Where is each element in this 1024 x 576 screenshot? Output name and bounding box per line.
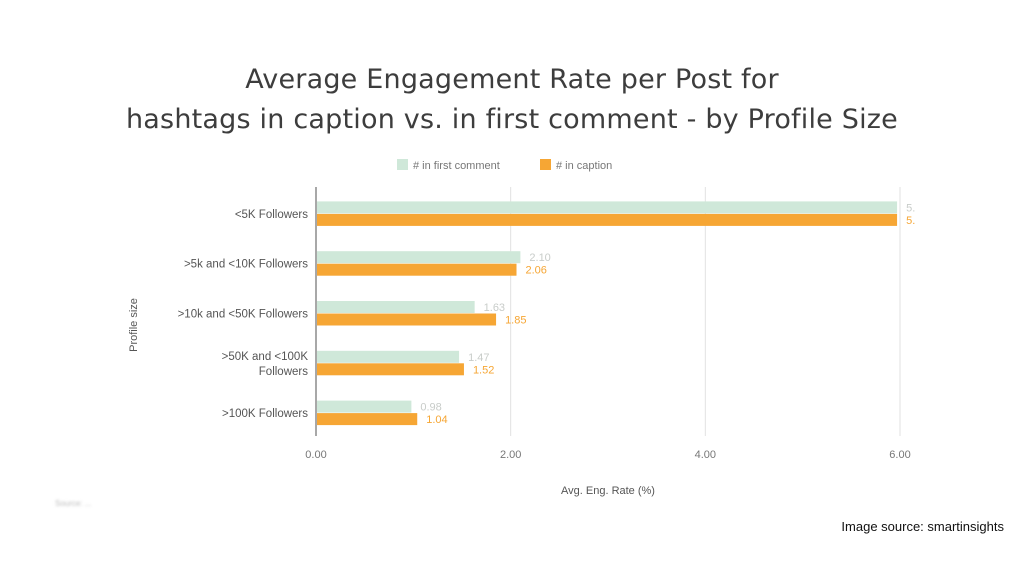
bar-first-comment <box>317 251 521 264</box>
footer-note: Source: ... <box>55 499 92 508</box>
bar-first-comment <box>317 400 412 413</box>
category-label: Followers <box>259 366 308 378</box>
bar-first-comment <box>317 201 898 214</box>
x-tick-label: 6.00 <box>889 449 910 461</box>
data-label: 5. <box>906 215 915 227</box>
data-label: 0.98 <box>420 402 441 414</box>
bar-caption <box>317 363 464 376</box>
category-label: >10k and <50K Followers <box>178 309 309 321</box>
bar-caption <box>317 313 497 326</box>
category-label: >5k and <10K Followers <box>184 259 308 271</box>
chart-title-line-2: hashtags in caption vs. in first comment… <box>126 104 898 135</box>
legend-label: # in first comment <box>413 160 500 172</box>
chart-title-line-1: Average Engagement Rate per Post for <box>245 64 779 95</box>
data-label: 5. <box>906 202 915 214</box>
bar-first-comment <box>317 301 475 313</box>
x-axis-title: Avg. Eng. Rate (%) <box>561 485 655 497</box>
legend-label: # in caption <box>556 160 612 172</box>
data-label: 1.47 <box>468 352 489 364</box>
bar-caption <box>317 263 517 276</box>
data-label: 1.04 <box>426 414 447 426</box>
bar-caption <box>317 213 898 226</box>
x-tick-label: 4.00 <box>695 449 716 461</box>
data-label: 1.85 <box>505 315 526 327</box>
bar-caption <box>317 413 418 426</box>
x-tick-label: 0.00 <box>305 449 326 461</box>
legend-swatch <box>397 159 408 170</box>
category-label: <5K Followers <box>235 209 308 221</box>
legend-swatch <box>540 159 551 170</box>
bar-first-comment <box>317 350 460 363</box>
image-source-caption: Image source: smartinsights <box>841 519 1004 534</box>
data-label: 2.10 <box>529 252 550 264</box>
y-axis-title: Profile size <box>128 298 140 352</box>
category-label: >100K Followers <box>222 408 308 420</box>
data-label: 1.52 <box>473 364 494 376</box>
category-label: >50K and <100K <box>222 351 309 363</box>
data-label: 1.63 <box>484 302 505 314</box>
x-tick-label: 2.00 <box>500 449 521 461</box>
data-label: 2.06 <box>526 265 547 277</box>
